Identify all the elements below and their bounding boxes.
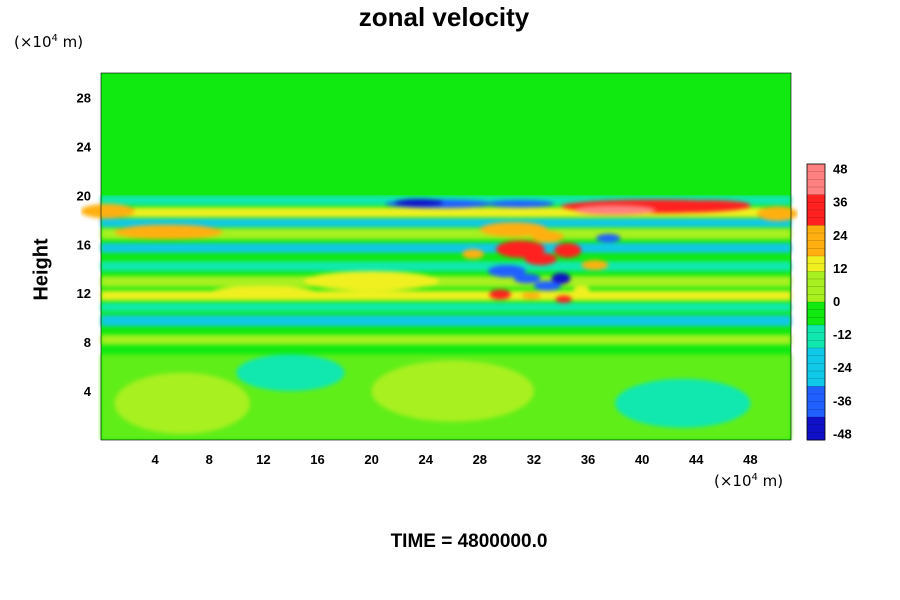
- x-tick-label: 16: [310, 452, 324, 467]
- x-axis-ticks: 4 8 12 16 20 24 28 32 36 40 44 48: [152, 452, 758, 467]
- colorbar-tick-label: 12: [833, 261, 847, 276]
- colorbar-tick-label: -36: [833, 393, 852, 408]
- y-tick-label: 4: [84, 384, 92, 399]
- x-tick-label: 48: [743, 452, 757, 467]
- colorbar-tick-label: 24: [833, 228, 848, 243]
- x-tick-label: 40: [635, 452, 649, 467]
- heatmap-field: [80, 73, 798, 440]
- x-tick-label: 8: [206, 452, 213, 467]
- colorbar-tick-label: 0: [833, 294, 840, 309]
- y-tick-label: 12: [77, 286, 91, 301]
- y-tick-label: 28: [77, 90, 91, 105]
- x-tick-label: 32: [527, 452, 541, 467]
- y-tick-label: 16: [77, 237, 91, 252]
- x-tick-label: 36: [581, 452, 595, 467]
- x-tick-label: 4: [152, 452, 160, 467]
- x-tick-label: 44: [689, 452, 704, 467]
- x-tick-label: 28: [473, 452, 487, 467]
- time-label: TIME = 4800000.0: [390, 531, 548, 552]
- plot-frame: [100, 72, 792, 441]
- x-tick-label: 12: [256, 452, 270, 467]
- colorbar-tick-label: 36: [833, 195, 847, 210]
- y-tick-label: 20: [77, 188, 91, 203]
- colorbar: 48 36 24 12 0 -12 -24 -36 -48: [806, 162, 853, 441]
- y-tick-label: 24: [77, 139, 92, 154]
- y-tick-label: 8: [84, 335, 91, 350]
- x-axis-unit: (×104 m): [714, 472, 784, 490]
- colorbar-tick-label: 48: [833, 162, 847, 177]
- chart-title: zonal velocity: [358, 2, 530, 32]
- colorbar-tick-label: -12: [833, 327, 852, 342]
- colorbar-tick-label: -48: [833, 426, 852, 441]
- colorbar-tick-label: -24: [833, 360, 853, 375]
- y-axis-ticks: 4 8 12 16 20 24 28: [77, 90, 92, 399]
- y-axis-unit: (×104 m): [14, 33, 84, 51]
- x-tick-label: 24: [418, 452, 433, 467]
- x-tick-label: 20: [364, 452, 378, 467]
